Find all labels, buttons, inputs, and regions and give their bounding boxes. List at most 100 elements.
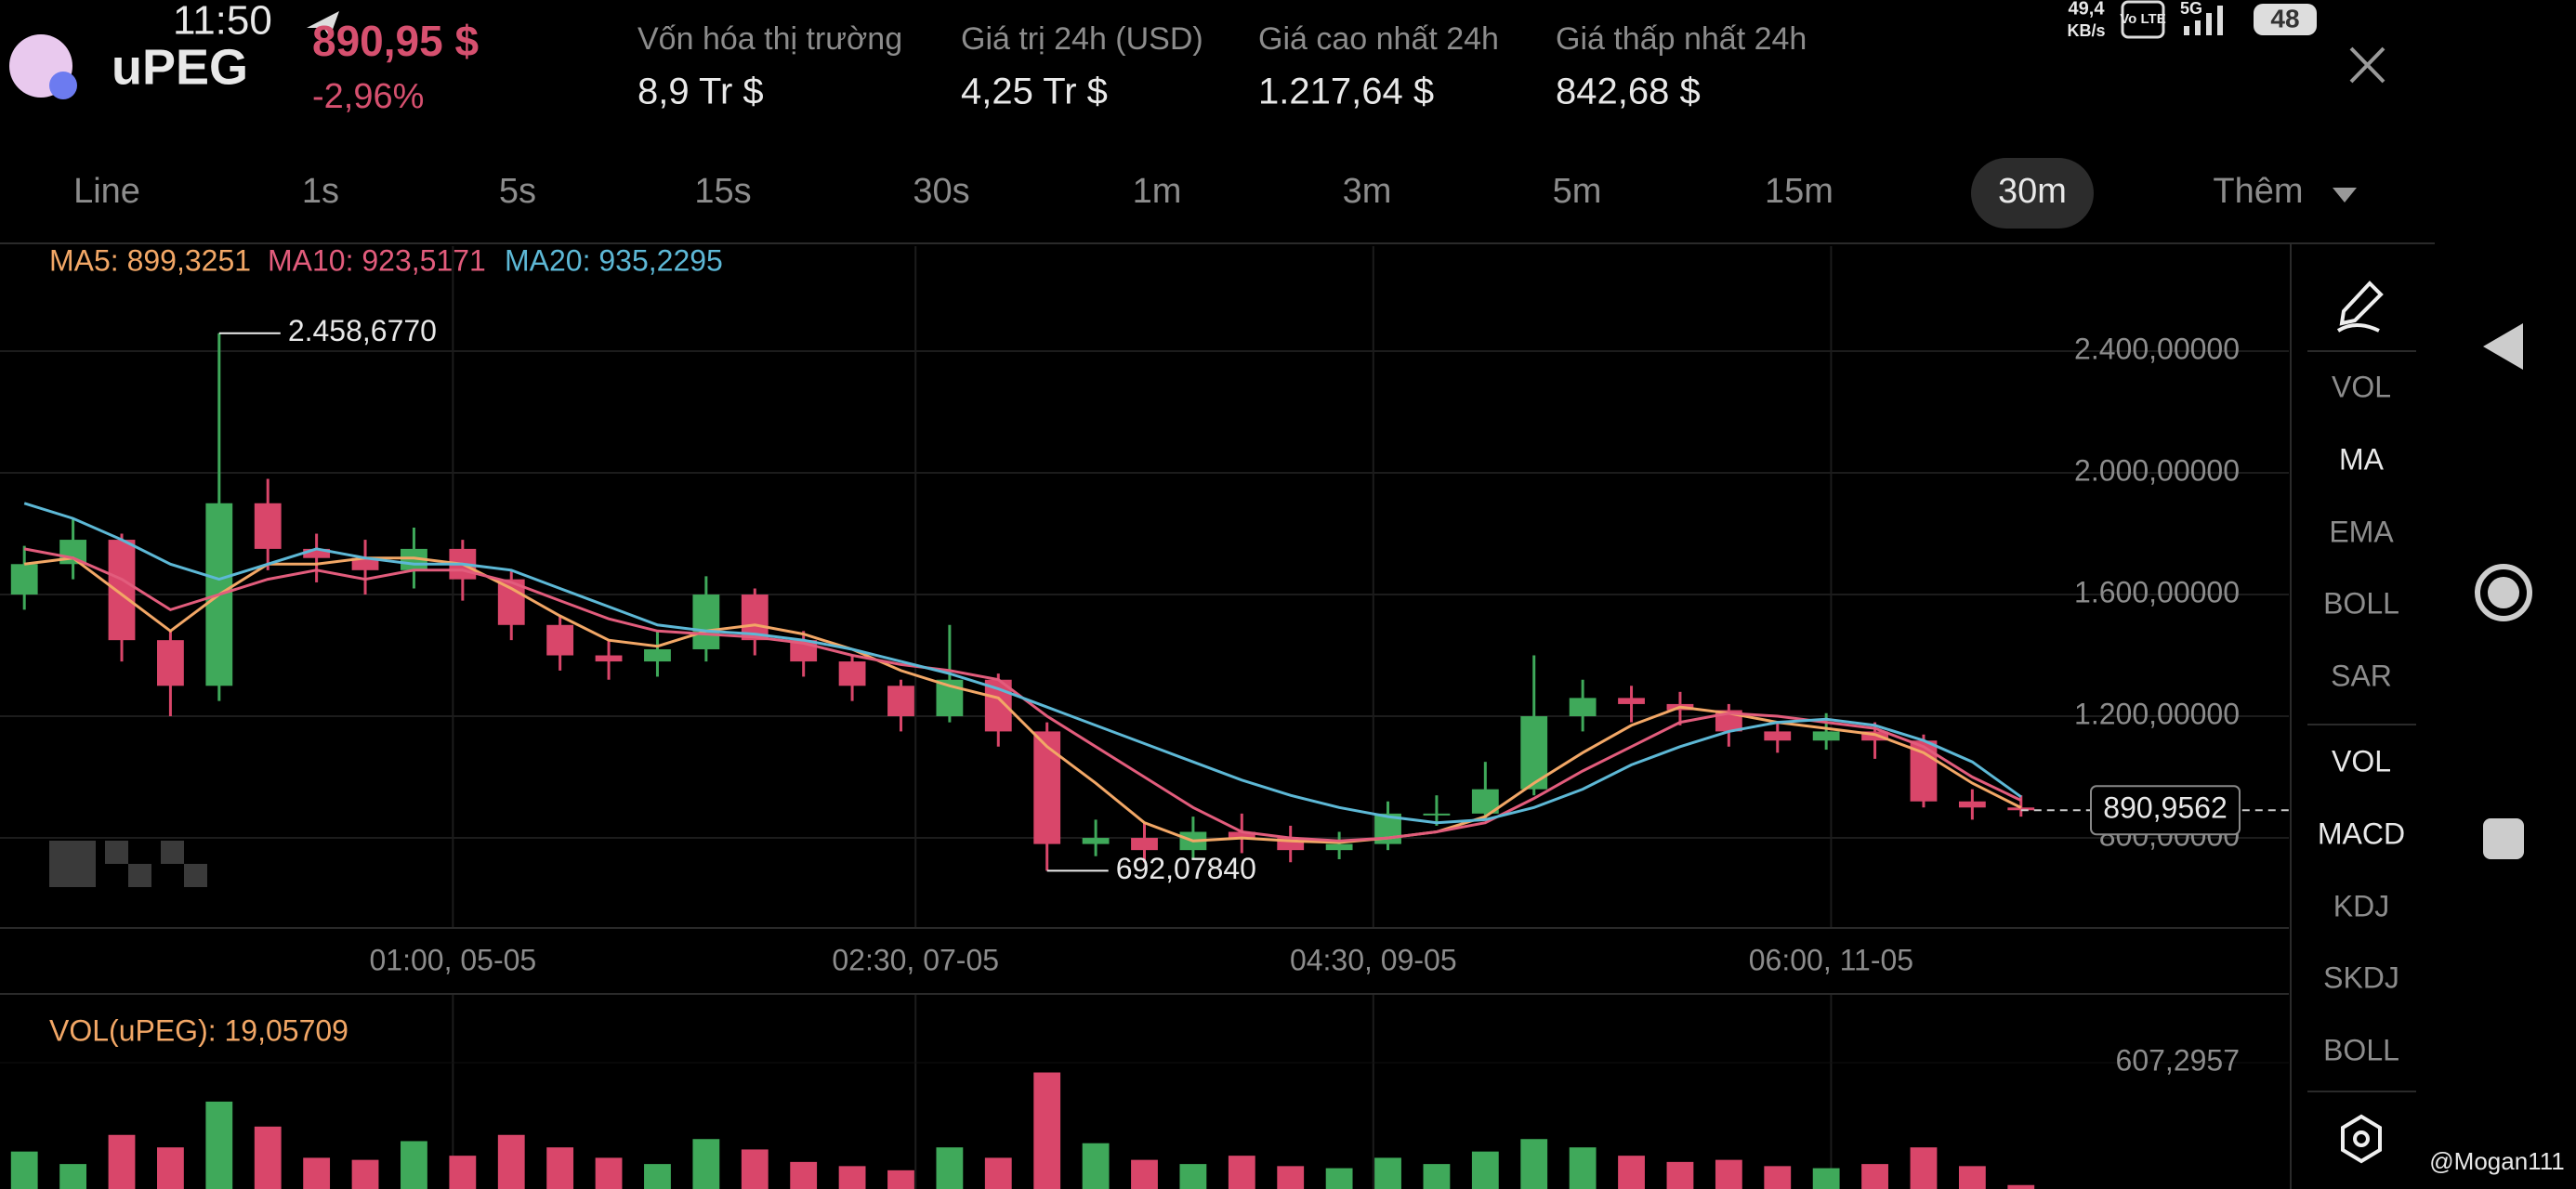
volume-bar — [984, 1157, 1012, 1189]
stat-label: Giá thấp nhất 24h — [1556, 21, 1807, 57]
candle-body — [2007, 807, 2035, 811]
volume-bar — [1423, 1164, 1451, 1189]
nav-back[interactable] — [2483, 323, 2523, 370]
timeframe[interactable]: 5m — [1553, 172, 1602, 211]
volume-bar — [1861, 1164, 1888, 1189]
settings-icon-center — [2353, 1130, 2370, 1147]
candle-body — [157, 640, 184, 686]
candle-body — [1131, 838, 1158, 851]
indicator[interactable]: MA — [2339, 442, 2385, 476]
volume-bar — [1471, 1151, 1499, 1189]
indicator[interactable]: VOL — [2332, 370, 2391, 403]
candle-body — [1423, 813, 1451, 816]
candle-body — [1812, 731, 1840, 741]
volume-bar — [741, 1149, 769, 1189]
candle-body — [303, 548, 331, 558]
signal-bars — [2184, 6, 2223, 35]
candle-body — [1033, 731, 1061, 844]
volume-bar — [1958, 1166, 1986, 1189]
volume-bar — [157, 1147, 184, 1189]
timeframe[interactable]: 30m — [1998, 172, 2067, 211]
volume-bar — [1179, 1164, 1207, 1189]
volume-bar — [1082, 1143, 1110, 1189]
nav-recent[interactable] — [2483, 818, 2524, 859]
indicator[interactable]: SKDJ — [2323, 960, 2399, 994]
stat-value: 8,9 Tr $ — [637, 72, 764, 112]
okx-watermark — [49, 841, 207, 887]
candle-body — [1569, 698, 1597, 717]
volume-bar — [10, 1151, 38, 1189]
volume-bar — [1325, 1168, 1353, 1189]
candle-body — [351, 557, 379, 570]
volume-bar — [1569, 1147, 1597, 1189]
timeframe[interactable]: 5s — [499, 172, 536, 211]
close-button[interactable] — [2349, 46, 2385, 84]
volume-bar — [1033, 1072, 1061, 1189]
timeframe[interactable]: 30s — [913, 172, 969, 211]
timeframe[interactable]: 15s — [694, 172, 751, 211]
stat-value: 4,25 Tr $ — [961, 72, 1108, 112]
indicator[interactable]: SAR — [2331, 659, 2392, 692]
draw-tool[interactable] — [2336, 281, 2384, 333]
timeframe[interactable]: 15m — [1765, 172, 1833, 211]
stat-label: Giá trị 24h (USD) — [961, 21, 1203, 57]
battery — [2254, 4, 2317, 35]
indicator[interactable]: BOLL — [2323, 1033, 2399, 1066]
volume-bar — [1131, 1159, 1158, 1189]
volume-bar — [449, 1156, 477, 1189]
candle-body — [546, 624, 574, 656]
volume-bar — [790, 1161, 818, 1189]
volume-bar — [497, 1134, 525, 1189]
candle-body — [692, 594, 720, 649]
volume-bar — [2007, 1184, 2035, 1189]
indicator[interactable]: EMA — [2329, 515, 2394, 548]
indicator[interactable]: KDJ — [2333, 889, 2389, 922]
candle-body — [887, 686, 914, 717]
settings-icon[interactable] — [2341, 1114, 2382, 1164]
legend-entry: MA20: 935,2295 — [505, 243, 723, 277]
candle-body — [1618, 698, 1645, 704]
volume-tick-label: 607,2957 — [2116, 1043, 2240, 1077]
volume-bar — [1666, 1161, 1694, 1189]
volume-bar — [1618, 1156, 1645, 1189]
volume-bar — [351, 1159, 379, 1189]
chain-badge — [49, 72, 77, 99]
volume-bar — [108, 1134, 136, 1189]
ma-line — [24, 556, 2022, 844]
timeframe[interactable]: 3m — [1343, 172, 1392, 211]
y-tick-label: 2.400,00000 — [2074, 332, 2240, 365]
watermark: @Mogan111 — [2429, 1147, 2564, 1175]
annotation-label: 692,07840 — [1116, 852, 1256, 885]
stat-label: Vốn hóa thị trường — [637, 21, 902, 57]
volte: Vo LTE — [2120, 11, 2165, 27]
current-price-tag — [2090, 785, 2241, 836]
volume-bar — [546, 1147, 574, 1189]
candle-body — [10, 564, 38, 595]
timeframe[interactable]: Thêm — [2213, 172, 2303, 211]
indicator[interactable]: VOL — [2332, 744, 2391, 777]
volume-bar — [644, 1164, 671, 1189]
candle-body — [1958, 801, 1986, 808]
candle-body — [1082, 838, 1110, 844]
volume-bar — [936, 1147, 964, 1189]
price-change: -2,96% — [312, 77, 424, 116]
indicator[interactable]: BOLL — [2323, 586, 2399, 620]
nav-home[interactable] — [2475, 564, 2532, 621]
legend-entry: MA5: 899,3251 — [49, 243, 251, 277]
volume-label: VOL(uPEG): 19,05709 — [49, 1013, 348, 1047]
indicator[interactable]: MACD — [2318, 817, 2405, 850]
timeframe[interactable]: 1m — [1133, 172, 1182, 211]
y-tick-label: 2.000,00000 — [2074, 453, 2240, 487]
candle-body — [838, 661, 866, 686]
stat-value: 1.217,64 $ — [1258, 72, 1434, 112]
volume-bar — [692, 1139, 720, 1189]
dropdown-arrow — [2333, 188, 2357, 203]
candle-body — [1764, 731, 1792, 741]
timeframe[interactable]: Line — [73, 172, 140, 211]
candle-body — [1228, 831, 1255, 839]
volume-bar — [205, 1101, 233, 1189]
volume-bar — [1715, 1159, 1742, 1189]
timeframe[interactable]: 1s — [302, 172, 339, 211]
